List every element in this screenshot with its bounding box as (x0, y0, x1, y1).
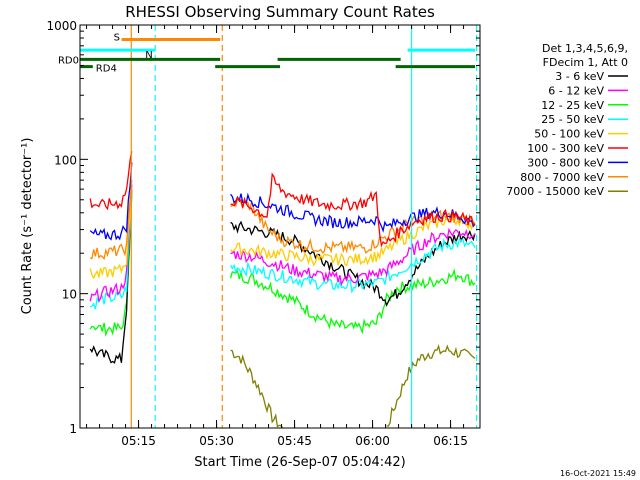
x-tick-label: 06:00 (355, 434, 390, 448)
series-line (386, 344, 476, 427)
series-line (90, 194, 133, 310)
legend-entry-label: 100 - 300 keV (527, 142, 604, 155)
series-line (89, 189, 133, 280)
legend-entry-label: 6 - 12 keV (548, 84, 604, 97)
legend-entry-label: 800 - 7000 keV (520, 171, 604, 184)
state-bar-label: S (114, 32, 120, 43)
series-line (230, 192, 476, 233)
series-line (230, 227, 476, 287)
legend-entry-label: 7000 - 15000 keV (506, 185, 604, 198)
legend: Det 1,3,4,5,6,9, FDecim 1, Att 0 3 - 6 k… (506, 42, 628, 198)
y-tick-label: 100 (54, 153, 77, 167)
x-tick-label: 05:30 (199, 434, 234, 448)
axis-layer: 1 10 100 1000 05:15 05:30 05:45 06:00 06:15 (46, 19, 480, 448)
y-tick-label: 1 (69, 422, 77, 436)
legend-entry-label: 12 - 25 keV (541, 99, 604, 112)
legend-entry-label: 300 - 800 keV (527, 156, 604, 169)
series-line (230, 237, 476, 294)
series-line (89, 189, 133, 364)
plot-frame (79, 24, 481, 429)
legend-entry-label: 3 - 6 keV (555, 70, 604, 83)
series-line (230, 220, 476, 307)
series-line (230, 197, 476, 254)
series-line (89, 162, 133, 241)
footer-timestamp: 16-Oct-2021 15:49 (560, 469, 636, 478)
legend-header-line-1: Det 1,3,4,5,6,9, (542, 42, 628, 55)
y-axis-label: Count Rate (s⁻¹ detector⁻¹) (20, 138, 35, 315)
x-axis-label: Start Time (26-Sep-07 05:04:42) (194, 455, 405, 470)
legend-entry-label: 50 - 100 keV (534, 128, 604, 141)
annotation-layer: S N RD0 RD4 (58, 25, 478, 428)
chart-title: RHESSI Observing Summary Count Rates (125, 3, 435, 21)
y-tick-label: 1000 (46, 19, 77, 33)
series-line (89, 184, 133, 303)
state-bar-label: RD0 (58, 55, 79, 66)
x-tick-label: 05:15 (121, 434, 156, 448)
state-bar-label: N (145, 50, 152, 61)
series-line (89, 151, 133, 211)
series-line (229, 268, 476, 335)
series-line (230, 172, 476, 248)
legend-entry-label: 25 - 50 keV (541, 113, 604, 126)
series-line (89, 194, 133, 337)
series-line (90, 180, 133, 261)
x-tick-label: 06:15 (433, 434, 468, 448)
state-bar-label: RD4 (96, 64, 117, 75)
series-layer (89, 151, 476, 429)
x-tick-label: 05:45 (277, 434, 312, 448)
legend-header-line-2: FDecim 1, Att 0 (543, 56, 628, 69)
y-tick-label: 10 (62, 288, 77, 302)
series-line (230, 349, 284, 429)
